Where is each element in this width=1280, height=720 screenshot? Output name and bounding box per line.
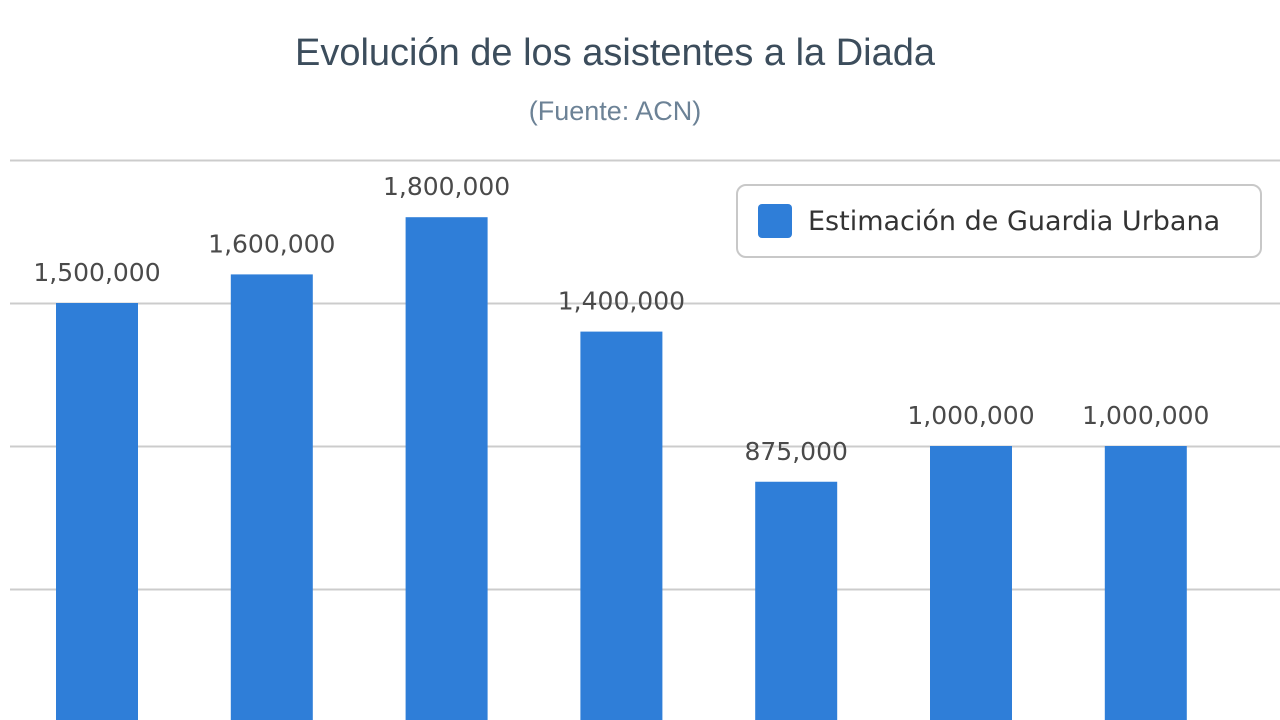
legend-label: Estimación de Guardia Urbana [808, 205, 1221, 237]
data-label-6: 1,000,000 [1082, 401, 1209, 430]
data-label-4: 875,000 [745, 437, 848, 466]
bar-2[interactable] [405, 217, 488, 720]
chart-legend[interactable]: Estimación de Guardia Urbana [736, 184, 1262, 258]
data-label-2: 1,800,000 [383, 172, 510, 201]
data-label-5: 1,000,000 [907, 401, 1034, 430]
data-label-1: 1,600,000 [208, 229, 335, 258]
bar-3[interactable] [580, 331, 663, 720]
bar-1[interactable] [230, 274, 313, 720]
chart-title: Evolución de los asistentes a la Diada [294, 32, 936, 74]
data-label-3: 1,400,000 [558, 287, 685, 316]
bar-5[interactable] [930, 446, 1012, 720]
chart-subtitle: (Fuente: ACN) [528, 96, 702, 126]
data-label-0: 1,500,000 [33, 258, 160, 287]
bar-6[interactable] [1104, 446, 1187, 720]
bar-0[interactable] [56, 303, 138, 720]
legend-swatch [758, 204, 792, 238]
bar-4[interactable] [755, 481, 838, 720]
